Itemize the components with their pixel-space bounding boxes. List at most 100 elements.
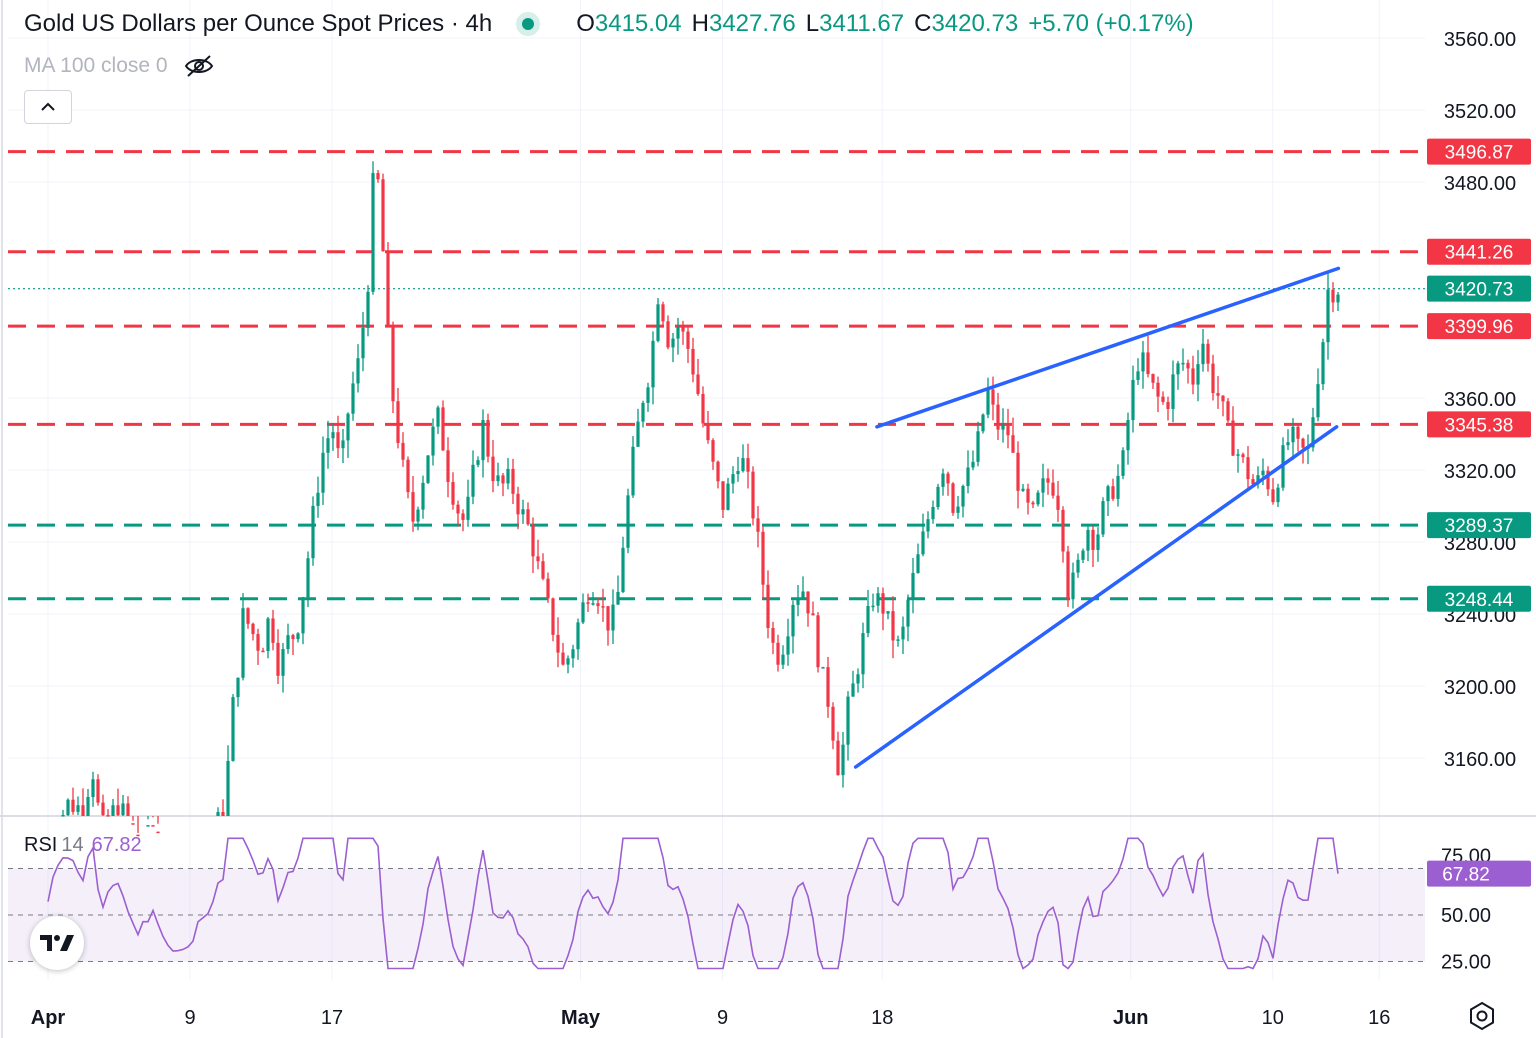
candle-body — [511, 468, 515, 494]
candle-body — [1321, 342, 1325, 385]
candle-body — [536, 556, 540, 562]
tradingview-logo-icon[interactable] — [30, 916, 84, 970]
candle-body — [521, 509, 525, 515]
candle-body — [866, 606, 870, 634]
candle-body — [111, 805, 115, 816]
candle-body — [456, 504, 460, 514]
candle-body — [796, 597, 800, 605]
candle-body — [681, 327, 685, 332]
ma-indicator-legend[interactable]: MA 100 close 0 — [24, 54, 214, 78]
candle-body — [346, 413, 350, 441]
candle-body — [786, 636, 790, 655]
candle-body — [1066, 551, 1070, 600]
candle-body — [1186, 362, 1190, 369]
candle-body — [836, 740, 840, 776]
candle-body — [1166, 401, 1170, 409]
chart-header: Gold US Dollars per Ounce Spot Prices · … — [24, 10, 1194, 38]
candle-body — [986, 389, 990, 415]
candle-body — [811, 613, 815, 616]
gear-icon[interactable] — [1466, 1000, 1498, 1032]
candle-body — [281, 649, 285, 676]
level-price-label: 3345.38 — [1445, 415, 1514, 436]
candle-body — [486, 419, 490, 457]
low-value: 3411.67 — [819, 10, 905, 37]
candle-body — [571, 649, 575, 659]
candle-body — [276, 642, 280, 676]
level-price-label: 3289.37 — [1445, 516, 1514, 537]
candle-body — [81, 805, 85, 816]
candle-body — [1026, 488, 1030, 503]
candle-body — [1286, 442, 1290, 446]
x-tick-label: Apr — [31, 1007, 66, 1029]
candle-body — [231, 697, 235, 761]
candle-body — [991, 389, 995, 405]
candle-body — [996, 404, 1000, 430]
candle-body — [1071, 572, 1075, 600]
candle-body — [1311, 417, 1315, 448]
candle-body — [896, 639, 900, 641]
candle-body — [106, 815, 110, 817]
candle-body — [1051, 482, 1055, 496]
candle-body — [496, 475, 500, 482]
candle-body — [91, 779, 95, 797]
level-price-label: 3441.26 — [1445, 243, 1514, 264]
candle-body — [1171, 374, 1175, 409]
candle-body — [546, 578, 550, 599]
candle-body — [1181, 362, 1185, 365]
candle-body — [386, 251, 390, 325]
candle-body — [1276, 487, 1280, 503]
open-value: 3415.04 — [594, 10, 682, 37]
candle-body — [781, 654, 785, 665]
collapse-legend-button[interactable] — [24, 90, 72, 124]
candle-body — [1211, 363, 1215, 394]
candle-body — [841, 744, 845, 776]
candle-body — [861, 633, 865, 675]
candle-body — [1296, 426, 1300, 439]
rsi-legend[interactable]: RSI 14 67.82 — [24, 834, 142, 857]
candle-body — [1226, 401, 1230, 421]
change-value: +5.70 (+0.17%) — [1028, 10, 1194, 37]
ma-label: MA 100 close 0 — [24, 54, 168, 77]
candle-body — [1191, 368, 1195, 385]
x-tick-label: 16 — [1368, 1007, 1390, 1029]
candle-body — [471, 464, 475, 497]
level-price-tag — [1427, 238, 1531, 265]
candle-body — [381, 179, 385, 252]
candle-body — [891, 611, 895, 641]
candle-body — [311, 505, 315, 559]
eye-off-icon[interactable] — [184, 54, 214, 78]
candle-body — [801, 591, 805, 598]
candle-body — [131, 823, 135, 825]
candle-body — [1331, 289, 1335, 303]
candle-body — [1121, 450, 1125, 476]
candle-body — [1146, 352, 1150, 375]
candle-body — [1061, 509, 1065, 552]
candle-body — [1156, 382, 1160, 397]
candle-body — [1046, 478, 1050, 483]
candle-body — [686, 331, 690, 349]
candle-body — [1116, 475, 1120, 499]
candle-body — [1126, 420, 1130, 451]
candle-body — [326, 438, 330, 453]
rsi-value-tag — [1427, 860, 1531, 887]
candle-body — [156, 831, 160, 834]
candle-body — [266, 618, 270, 652]
y-tick-label: 3360.00 — [1444, 389, 1516, 411]
candle-body — [406, 459, 410, 493]
candle-body — [481, 419, 485, 461]
candles — [61, 161, 1340, 837]
candle-body — [586, 602, 590, 604]
candle-body — [226, 760, 230, 816]
close-value: 3420.73 — [931, 10, 1019, 37]
candle-body — [1206, 343, 1210, 364]
candle-body — [1316, 384, 1320, 418]
candle-body — [516, 493, 520, 515]
rsi-pane — [8, 837, 1425, 970]
candle-body — [846, 696, 850, 745]
candle-body — [146, 825, 150, 827]
candle-body — [716, 461, 720, 482]
candle-body — [1021, 488, 1025, 491]
axes: 3560.00 3520.00 3480.00 3360.00 3320.00 3280.… — [31, 29, 1531, 1029]
y-tick-label: 3200.00 — [1444, 677, 1516, 699]
